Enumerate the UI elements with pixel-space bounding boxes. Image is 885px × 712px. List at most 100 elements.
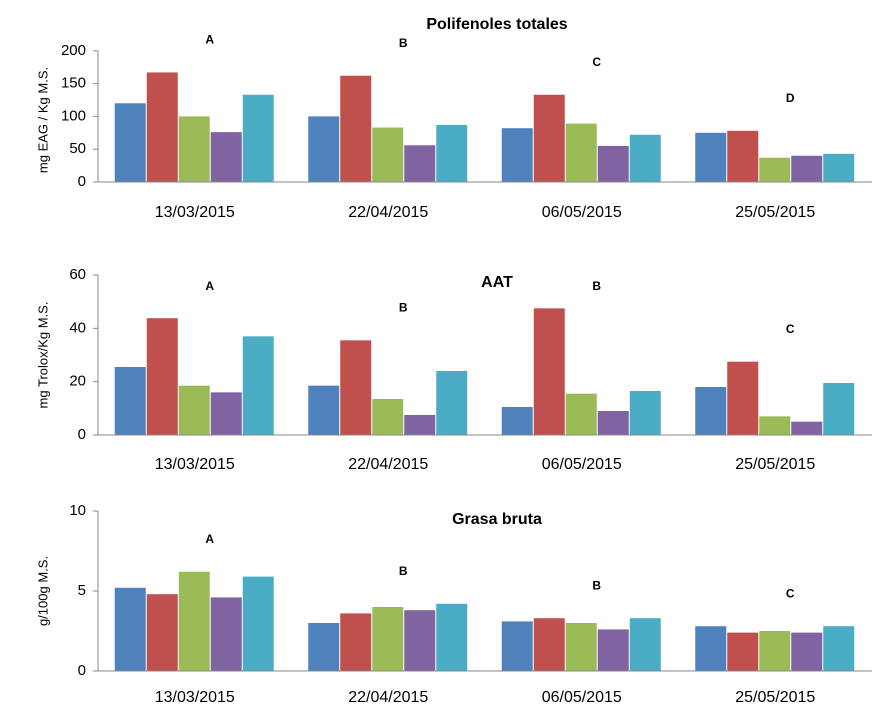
annotation: B	[592, 279, 601, 293]
annotation: A	[205, 279, 214, 293]
bar	[759, 631, 791, 671]
annotation: A	[205, 532, 214, 546]
bar	[436, 124, 468, 182]
bar	[629, 391, 661, 435]
x-tick-label: 25/05/2015	[735, 204, 815, 221]
x-tick-label: 13/03/2015	[155, 689, 235, 706]
y-tick-label: 50	[69, 140, 86, 157]
y-tick-label: 0	[78, 173, 86, 190]
bar	[565, 393, 597, 435]
x-tick-label: 25/05/2015	[735, 689, 815, 706]
bar	[695, 387, 727, 435]
bar	[727, 361, 759, 435]
bar	[533, 308, 565, 435]
bar	[501, 407, 533, 435]
y-tick-label: 150	[61, 75, 86, 92]
bar	[210, 597, 242, 671]
bar	[436, 603, 468, 671]
bar	[501, 621, 533, 671]
annotation: C	[786, 322, 795, 336]
x-tick-label: 06/05/2015	[542, 689, 622, 706]
bar	[565, 623, 597, 671]
bar	[242, 94, 274, 182]
bar	[404, 415, 436, 435]
chart-title: Polifenoles totales	[426, 16, 567, 33]
bar	[340, 75, 372, 182]
bar	[791, 421, 823, 435]
x-tick-label: 25/05/2015	[735, 456, 815, 473]
bar	[695, 626, 727, 671]
y-tick-label: 20	[69, 373, 86, 390]
y-tick-label: 10	[69, 502, 86, 519]
bar	[210, 132, 242, 182]
y-tick-label: 100	[61, 107, 86, 124]
annotation: B	[399, 36, 408, 50]
bar	[597, 411, 629, 435]
x-tick-label: 22/04/2015	[348, 204, 428, 221]
bar	[308, 385, 340, 435]
bar	[533, 94, 565, 182]
bar	[114, 367, 146, 435]
bar	[242, 336, 274, 435]
x-tick-label: 22/04/2015	[348, 456, 428, 473]
bar	[178, 116, 210, 182]
y-tick-label: 60	[69, 266, 86, 283]
bar	[146, 72, 178, 182]
bar	[308, 116, 340, 182]
y-tick-label: 40	[69, 319, 86, 336]
bar	[178, 571, 210, 671]
bar	[791, 155, 823, 182]
bar	[565, 123, 597, 182]
bar	[597, 629, 629, 671]
bar	[372, 607, 404, 671]
y-axis-label: mg EAG / Kg M.S.	[35, 67, 50, 173]
annotation: C	[592, 55, 601, 69]
bar	[114, 587, 146, 671]
bar	[340, 340, 372, 435]
bar	[629, 134, 661, 182]
bar	[242, 576, 274, 671]
bar	[727, 130, 759, 182]
chart-title: Grasa bruta	[452, 511, 542, 528]
bar	[823, 626, 855, 671]
x-tick-label: 06/05/2015	[542, 456, 622, 473]
bar	[146, 594, 178, 671]
annotation: A	[205, 33, 214, 47]
bar	[695, 132, 727, 182]
annotation: B	[399, 301, 408, 315]
y-axis-label: g/100g M.S.	[35, 556, 50, 626]
bar	[308, 623, 340, 671]
y-tick-label: 5	[78, 582, 86, 599]
x-tick-label: 13/03/2015	[155, 204, 235, 221]
bar	[629, 618, 661, 671]
annotation: B	[592, 578, 601, 592]
bar	[823, 153, 855, 182]
bar	[533, 618, 565, 671]
bar	[823, 383, 855, 435]
y-tick-label: 0	[78, 426, 86, 443]
bar	[791, 632, 823, 671]
annotation: C	[786, 586, 795, 600]
y-tick-label: 0	[78, 662, 86, 679]
chart-title: AAT	[481, 274, 513, 291]
bar	[372, 399, 404, 435]
bar	[146, 318, 178, 435]
bar	[727, 632, 759, 671]
bar	[114, 103, 146, 182]
annotation: D	[786, 91, 795, 105]
bar	[340, 613, 372, 671]
annotation: B	[399, 564, 408, 578]
bar	[404, 610, 436, 671]
x-tick-label: 06/05/2015	[542, 204, 622, 221]
bar	[372, 127, 404, 182]
x-tick-label: 13/03/2015	[155, 456, 235, 473]
bar	[210, 392, 242, 435]
bar	[404, 145, 436, 182]
bar	[436, 371, 468, 435]
bar	[759, 416, 791, 435]
x-tick-label: 22/04/2015	[348, 689, 428, 706]
bar	[501, 128, 533, 182]
y-axis-label: mg Trolox/Kg M.S.	[35, 302, 50, 409]
bar	[759, 157, 791, 182]
